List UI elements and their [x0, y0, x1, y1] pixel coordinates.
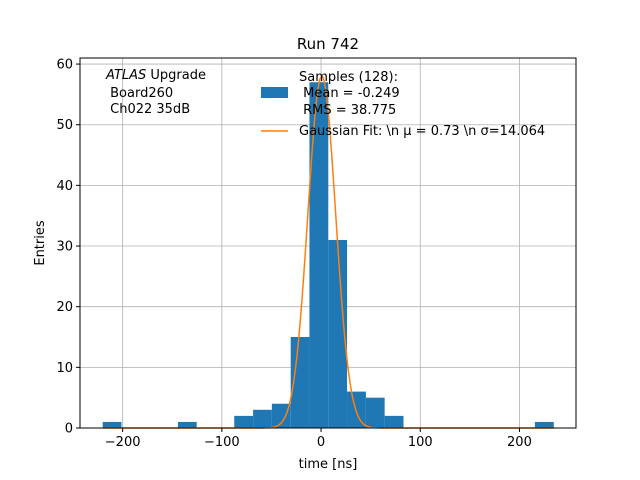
- x-tick-label: 0: [317, 435, 325, 450]
- histogram-bar: [234, 415, 254, 428]
- legend-samples-line-2: Mean = -0.249: [299, 86, 400, 101]
- y-tick-label: 60: [56, 58, 73, 73]
- chart-title: Run 742: [297, 35, 359, 53]
- annotation-box: ATLAS Upgrade Board260 Ch022 35dB: [105, 68, 206, 117]
- y-tick-label: 10: [56, 361, 73, 376]
- legend: Samples (128): Mean = -0.249 RMS = 38.77…: [261, 70, 545, 139]
- histogram-bar: [309, 82, 329, 428]
- histogram-bar: [177, 421, 197, 428]
- y-tick-label: 0: [65, 422, 73, 437]
- y-axis-label: Entries: [33, 220, 48, 266]
- x-tick-label: 100: [408, 435, 433, 450]
- annotation-line-2: Board260: [106, 86, 173, 101]
- histogram-bar: [328, 239, 348, 428]
- legend-histogram-swatch: [261, 87, 288, 98]
- x-tick-label: −200: [105, 435, 141, 450]
- histogram-bar: [102, 421, 122, 428]
- y-tick-label: 50: [56, 118, 73, 133]
- axis-ticks: −200 −100 0 100 200 0 10 20 30 40 50 60: [56, 58, 531, 450]
- y-tick-label: 40: [56, 179, 73, 194]
- annotation-line-3: Ch022 35dB: [106, 102, 190, 117]
- histogram-bar: [365, 397, 385, 428]
- legend-samples-line-3: RMS = 38.775: [299, 103, 396, 118]
- x-axis-label: time [ns]: [299, 457, 358, 472]
- histogram-bar: [384, 415, 404, 428]
- annotation-suffix: Upgrade: [146, 68, 206, 83]
- x-tick-label: −100: [204, 435, 240, 450]
- annotation-experiment: ATLAS: [105, 68, 146, 83]
- plot-frame: [79, 57, 577, 429]
- legend-fit-label: Gaussian Fit: \n μ = 0.73 \n σ=14.064: [299, 124, 545, 139]
- annotation-line-1: ATLAS Upgrade: [105, 68, 206, 83]
- y-tick-label: 30: [56, 240, 73, 255]
- histogram-bar: [271, 403, 291, 428]
- legend-samples-line-1: Samples (128):: [299, 70, 398, 85]
- x-tick-label: 200: [507, 435, 532, 450]
- histogram-bar: [290, 337, 310, 428]
- histogram-bar: [534, 421, 554, 428]
- histogram-bars: [102, 82, 554, 428]
- y-tick-label: 20: [56, 300, 73, 315]
- histogram-bar: [253, 409, 272, 428]
